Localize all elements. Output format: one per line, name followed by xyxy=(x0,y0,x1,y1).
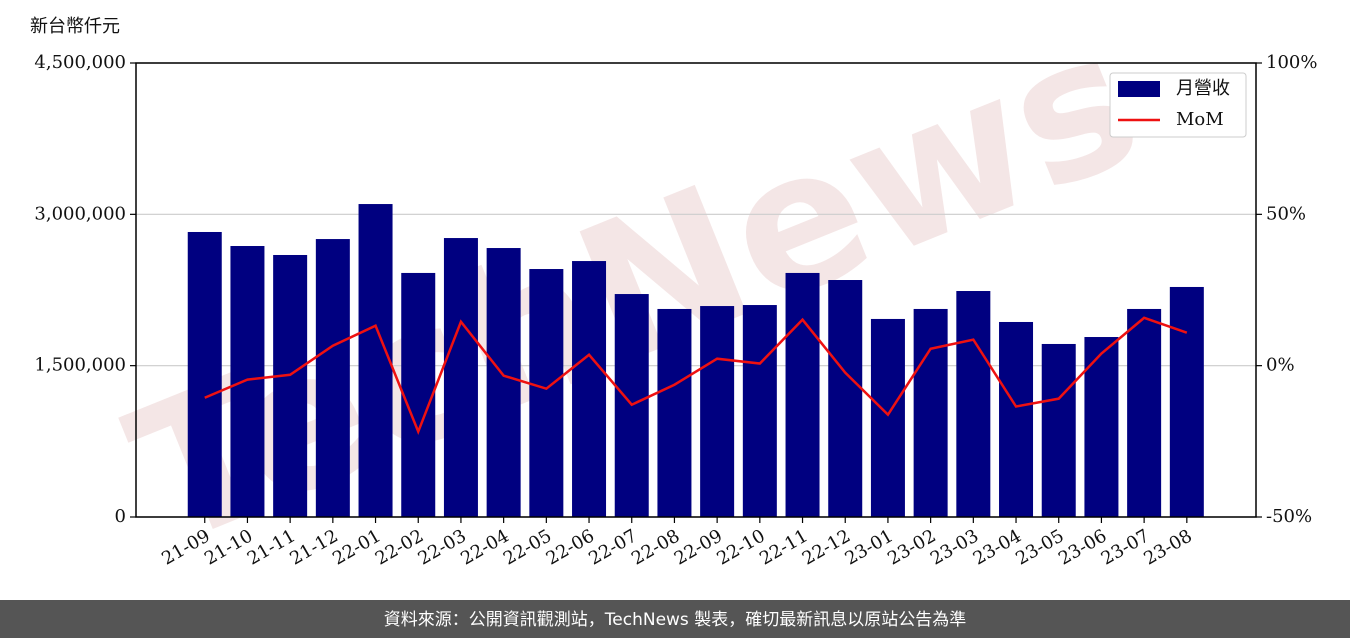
bar xyxy=(401,272,436,517)
bar xyxy=(486,248,521,518)
line xyxy=(204,316,1188,436)
x-tick-label: 22-08 xyxy=(628,525,683,569)
legend-label: MoM xyxy=(1176,109,1224,130)
x-tick-label: 22-07 xyxy=(585,525,640,569)
x-tick-label: 22-12 xyxy=(799,525,854,569)
y2-tick-label: 100% xyxy=(1266,52,1317,73)
x-tick-label: 22-01 xyxy=(329,525,384,569)
bar xyxy=(742,305,777,517)
x-tick-label: 22-05 xyxy=(500,525,555,569)
x-tick-label: 23-04 xyxy=(970,525,1025,569)
legend-swatch xyxy=(1118,81,1160,97)
bar xyxy=(358,204,393,517)
legend-label: 月營收 xyxy=(1176,78,1230,99)
x-tick-label: 22-06 xyxy=(543,525,598,569)
bar xyxy=(1169,286,1204,517)
bar xyxy=(657,308,692,517)
bar xyxy=(572,261,607,517)
y2-tick-label: 50% xyxy=(1266,203,1306,224)
y-tick-label: 4,500,000 xyxy=(34,52,126,73)
bar xyxy=(315,239,350,517)
bar xyxy=(1127,308,1162,517)
bar xyxy=(785,272,820,517)
bar xyxy=(700,306,735,517)
x-tick-label: 23-08 xyxy=(1140,525,1195,569)
bar xyxy=(999,321,1034,517)
x-tick-label: 23-02 xyxy=(884,525,939,569)
bar xyxy=(1041,343,1076,517)
plot-frame xyxy=(135,62,1257,518)
bar xyxy=(870,318,905,517)
y2-tick-label: -50% xyxy=(1266,506,1312,527)
x-tick-label: 22-09 xyxy=(671,525,726,569)
bar xyxy=(828,280,863,517)
x-tick-label: 23-01 xyxy=(841,525,896,569)
bar xyxy=(187,231,222,517)
bar xyxy=(1084,337,1119,517)
x-tick-label: 23-06 xyxy=(1055,525,1110,569)
y-tick-label: 1,500,000 xyxy=(34,355,126,376)
source-note: 資料來源：公開資訊觀測站，TechNews 製表，確切最新訊息以原站公告為準 xyxy=(384,610,966,630)
bar xyxy=(956,291,991,517)
bar xyxy=(443,238,478,517)
bar xyxy=(230,246,265,517)
x-tick-label: 23-03 xyxy=(927,525,982,569)
x-tick-label: 22-11 xyxy=(756,525,811,569)
bar xyxy=(273,254,308,517)
footer xyxy=(0,600,1350,638)
y2-tick-label: 0% xyxy=(1266,355,1295,376)
y-tick-label: 3,000,000 xyxy=(34,203,126,224)
x-tick-label: 22-10 xyxy=(713,525,768,569)
x-tick-label: 22-02 xyxy=(372,525,427,569)
bar xyxy=(529,269,564,517)
x-tick-label: 23-05 xyxy=(1012,525,1067,569)
y-axis-label: 新台幣仟元 xyxy=(30,16,120,37)
y-tick-label: 0 xyxy=(115,506,126,527)
x-tick-label: 22-04 xyxy=(457,525,512,569)
x-tick-label: 23-07 xyxy=(1098,525,1153,569)
x-tick-label: 22-03 xyxy=(415,525,470,569)
bar xyxy=(913,308,948,517)
